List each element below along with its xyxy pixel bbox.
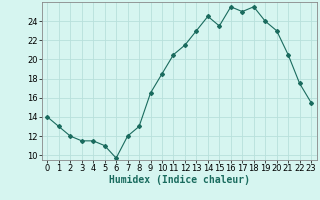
- X-axis label: Humidex (Indice chaleur): Humidex (Indice chaleur): [109, 175, 250, 185]
